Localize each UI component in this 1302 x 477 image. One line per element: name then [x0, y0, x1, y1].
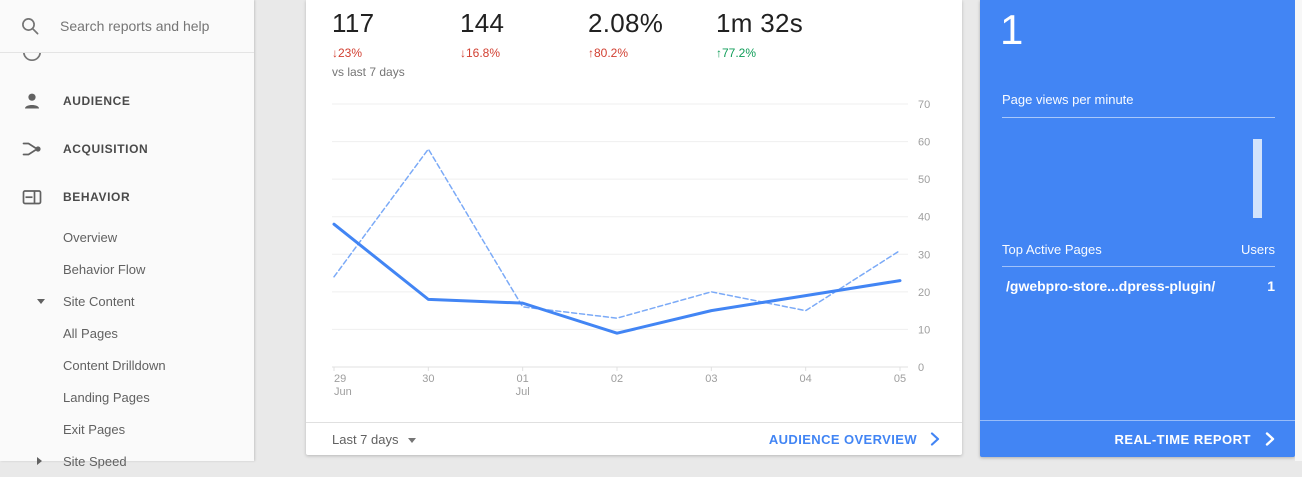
active-page-row[interactable]: /gwebpro-store...dpress-plugin/ 1	[1006, 278, 1275, 294]
svg-text:03: 03	[705, 373, 717, 385]
svg-text:30: 30	[422, 373, 434, 385]
chevron-down-icon	[37, 298, 45, 304]
metrics-row: 117 ↓23% vs last 7 days 144 ↓16.8% 2.08%…	[306, 0, 962, 79]
svg-text:04: 04	[800, 373, 812, 385]
metric-value: 1m 32s	[716, 8, 804, 38]
pageviews-bar-chart	[1000, 120, 1275, 220]
chevron-right-icon	[37, 457, 42, 465]
metric-value: 117	[332, 8, 375, 38]
metric-bounce-rate: 2.08% ↑80.2%	[588, 8, 716, 79]
search-input[interactable]	[60, 18, 230, 34]
behavior-icon	[22, 187, 42, 207]
svg-text:30: 30	[918, 249, 930, 261]
realtime-report-link[interactable]: REAL-TIME REPORT	[980, 420, 1295, 457]
active-pages-header: Top Active Pages Users	[1002, 242, 1275, 267]
date-range-label: Last 7 days	[332, 431, 399, 447]
sidebar: AUDIENCE ACQUISITION BEHAVIOR	[0, 0, 254, 469]
sidebar-item-all-pages[interactable]: All Pages	[63, 325, 118, 341]
sidebar-item-content-drilldown[interactable]: Content Drilldown	[63, 357, 166, 373]
acquisition-icon	[22, 139, 42, 159]
sidebar-item-exit-pages[interactable]: Exit Pages	[63, 421, 126, 437]
sidebar-item-site-speed[interactable]: Site Speed	[0, 445, 254, 477]
sidebar-item-label: ACQUISITION	[63, 142, 149, 156]
chevron-right-icon	[930, 432, 940, 446]
caret-down-icon	[407, 437, 416, 443]
person-icon	[22, 91, 42, 111]
sidebar-item-behavior[interactable]: BEHAVIOR	[0, 173, 254, 221]
svg-text:60: 60	[918, 137, 930, 149]
metric-unique-pageviews: 144 ↓16.8%	[460, 8, 588, 79]
search-bar[interactable]	[0, 0, 254, 53]
svg-text:29: 29	[334, 373, 346, 385]
comparison-note: vs last 7 days	[332, 65, 405, 79]
date-range-dropdown[interactable]: Last 7 days	[332, 432, 416, 447]
metric-delta: ↑80.2%	[588, 46, 629, 60]
active-page-users: 1	[1267, 278, 1275, 294]
search-icon	[22, 18, 39, 35]
svg-text:01: 01	[517, 373, 529, 385]
active-page-path: /gwebpro-store...dpress-plugin/	[1006, 278, 1216, 294]
svg-text:40: 40	[918, 212, 930, 224]
metric-pageviews: 117 ↓23% vs last 7 days	[332, 8, 460, 79]
metric-value: 144	[460, 8, 505, 38]
sidebar-item-audience[interactable]: AUDIENCE	[0, 77, 254, 125]
metric-delta: ↓23%	[332, 46, 363, 60]
pageviews-per-minute-label: Page views per minute	[1002, 92, 1275, 118]
metric-delta: ↓16.8%	[460, 46, 501, 60]
sidebar-item-overview[interactable]: Overview	[63, 229, 118, 245]
users-column-label: Users	[1241, 242, 1275, 257]
behavior-overview-card: 117 ↓23% vs last 7 days 144 ↓16.8% 2.08%…	[306, 0, 962, 455]
svg-text:10: 10	[918, 324, 930, 336]
metric-avg-time: 1m 32s ↑77.2%	[716, 8, 844, 79]
audience-overview-link[interactable]: AUDIENCE OVERVIEW	[769, 432, 940, 447]
svg-text:Jul: Jul	[516, 386, 530, 398]
sidebar-item-behavior-flow[interactable]: Behavior Flow	[63, 261, 146, 277]
svg-text:02: 02	[611, 373, 623, 385]
sidebar-nav: AUDIENCE ACQUISITION BEHAVIOR	[0, 77, 254, 477]
page-gutter	[1295, 0, 1302, 461]
card-footer: Last 7 days AUDIENCE OVERVIEW	[306, 422, 962, 455]
svg-text:70: 70	[918, 99, 930, 111]
sidebar-item-label: BEHAVIOR	[63, 190, 131, 204]
audience-overview-label: AUDIENCE OVERVIEW	[768, 431, 917, 447]
svg-text:Jun: Jun	[334, 386, 352, 398]
sidebar-item-landing-pages[interactable]: Landing Pages	[63, 389, 150, 405]
svg-text:20: 20	[918, 287, 930, 299]
realtime-panel: 1 Page views per minute Top Active Pages…	[980, 0, 1295, 457]
active-users-count: 1	[1000, 6, 1024, 53]
realtime-report-label: REAL-TIME REPORT	[1114, 431, 1251, 447]
pageviews-bar	[1253, 139, 1262, 218]
svg-text:05: 05	[894, 373, 906, 385]
sidebar-item-label: AUDIENCE	[63, 94, 131, 108]
realtime-clock-icon[interactable]	[21, 53, 43, 66]
top-active-pages-label: Top Active Pages	[1002, 242, 1102, 257]
svg-text:0: 0	[918, 362, 924, 374]
trend-chart-area: 0 10 20 30 40 50 60 70 29 Jun 30 01 Jul 02 03 04 05	[306, 85, 962, 405]
sidebar-item-site-content[interactable]: Site Content	[0, 285, 254, 317]
chevron-right-icon	[1265, 432, 1275, 446]
sidebar-item-acquisition[interactable]: ACQUISITION	[0, 125, 254, 173]
svg-text:50: 50	[918, 174, 930, 186]
metric-value: 2.08%	[588, 8, 664, 38]
metric-delta: ↑77.2%	[716, 46, 757, 60]
